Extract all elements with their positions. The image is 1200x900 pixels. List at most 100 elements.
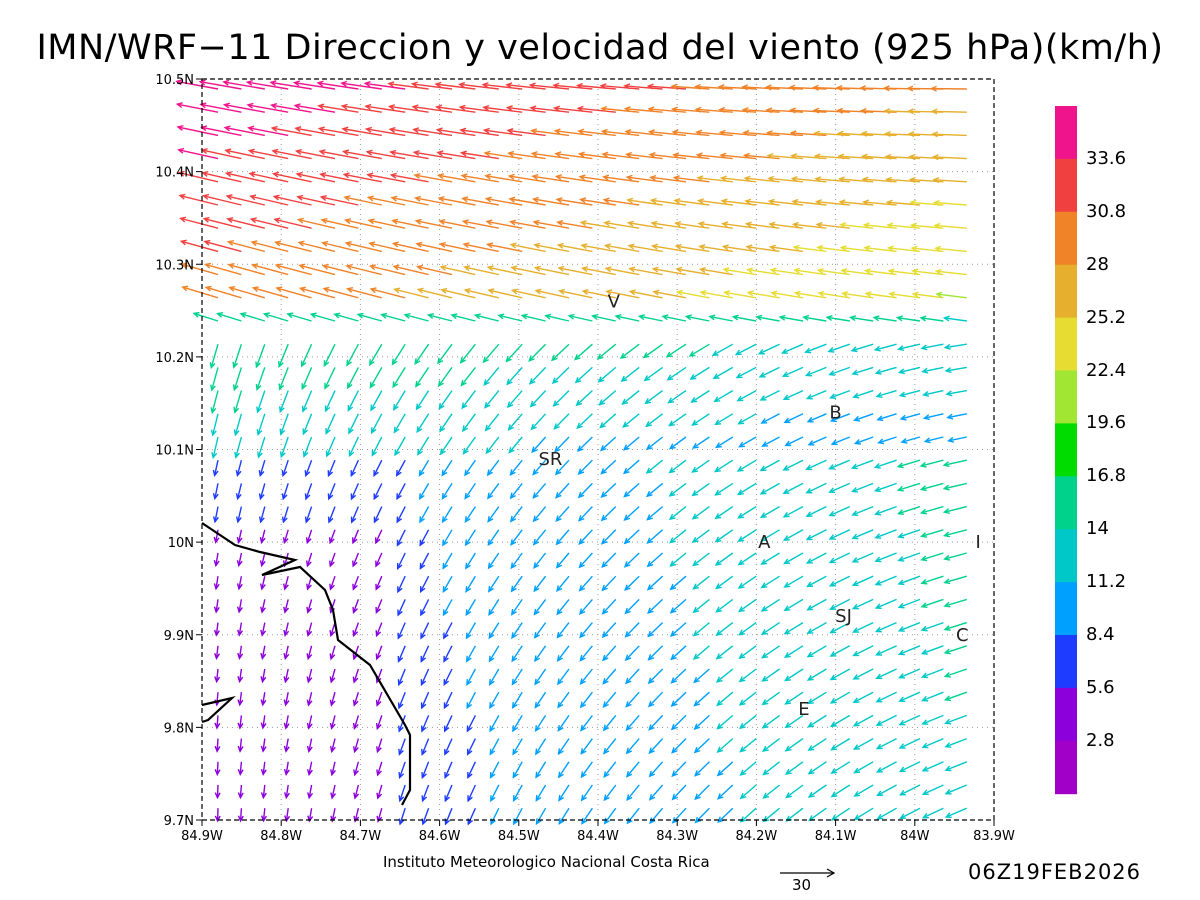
wind-vector <box>324 367 336 390</box>
wind-vector <box>283 715 290 730</box>
wind-vector <box>255 367 266 391</box>
reference-vector-label: 30 <box>792 876 812 894</box>
wind-vector <box>235 460 243 478</box>
wind-vector <box>692 598 710 614</box>
wind-vector <box>180 262 219 276</box>
wind-vector <box>920 575 944 585</box>
wind-vector <box>462 436 476 455</box>
wind-vector <box>930 108 967 115</box>
wind-vector <box>813 153 850 160</box>
wind-vector <box>761 714 781 729</box>
wind-vector <box>531 436 547 454</box>
wind-vector <box>327 483 336 501</box>
wind-vector <box>344 241 382 253</box>
wind-vector <box>760 529 780 542</box>
colorbar-label: 30.8 <box>1086 200 1127 222</box>
wind-vector <box>718 106 757 113</box>
wind-vector <box>328 529 336 545</box>
wind-vector <box>693 738 710 754</box>
wind-vector <box>828 575 851 587</box>
wind-vector <box>942 482 967 491</box>
wind-vector <box>790 153 827 160</box>
wind-vector <box>921 761 944 772</box>
wind-vector <box>551 366 570 385</box>
wind-vector <box>715 598 734 613</box>
wind-vector <box>759 459 780 472</box>
wind-vector <box>875 389 897 398</box>
wind-vector <box>417 436 430 456</box>
wind-vector <box>921 784 944 796</box>
wind-vector <box>557 738 570 756</box>
wind-vector <box>624 622 640 638</box>
x-tick-label: 84.1W <box>815 829 857 844</box>
wind-vector <box>368 241 406 253</box>
wind-vectors <box>175 79 968 826</box>
wind-vector <box>246 102 289 113</box>
wind-vector <box>759 389 780 401</box>
wind-vector <box>236 529 243 544</box>
wind-vector <box>342 172 382 183</box>
wind-vector <box>714 436 734 449</box>
wind-vector <box>651 243 687 253</box>
wind-vector <box>352 599 360 614</box>
wind-vector <box>769 267 804 276</box>
wind-vector <box>222 102 265 113</box>
wind-vector <box>213 552 220 568</box>
wind-vector <box>852 691 874 704</box>
wind-vector <box>718 129 757 137</box>
wind-vector <box>321 263 359 276</box>
wind-vector <box>623 506 640 521</box>
wind-vector <box>669 529 687 544</box>
wind-vector <box>922 389 944 397</box>
wind-vector <box>462 242 499 253</box>
wind-vector <box>283 692 290 707</box>
wind-vector <box>624 575 640 592</box>
wind-vector <box>580 266 616 276</box>
wind-vector <box>302 436 313 458</box>
y-tick-label: 10.2N <box>155 351 194 366</box>
wind-vector <box>214 738 221 753</box>
wind-vector <box>743 175 780 183</box>
wind-vector <box>490 784 500 803</box>
wind-vector <box>829 645 851 657</box>
wind-vector <box>420 715 430 733</box>
wind-vector <box>932 199 967 206</box>
wind-vector <box>807 436 827 446</box>
wind-vector <box>931 154 967 161</box>
colorbar-label: 8.4 <box>1086 624 1115 645</box>
wind-vector <box>511 622 523 640</box>
wind-vector <box>908 153 944 161</box>
wind-vector <box>178 193 219 206</box>
wind-vector <box>333 312 359 322</box>
wind-vector <box>487 482 500 500</box>
wind-vector <box>601 151 640 160</box>
wind-vector <box>260 668 267 684</box>
wind-vector <box>693 83 733 90</box>
place-label-sr: SR <box>539 449 563 470</box>
wind-vector <box>286 312 312 322</box>
wind-vector <box>649 174 687 183</box>
wind-vector <box>532 459 547 476</box>
wind-vector <box>214 668 221 684</box>
wind-vector <box>463 288 499 299</box>
wind-vector <box>601 598 617 615</box>
wind-vector <box>306 761 313 777</box>
wind-vector <box>237 761 244 777</box>
graticule <box>202 79 994 820</box>
wind-vector <box>272 194 312 206</box>
wind-vector <box>863 268 897 276</box>
place-label-i: I <box>976 532 981 553</box>
wind-vector <box>895 315 921 322</box>
wind-vector <box>661 314 687 322</box>
wind-vector <box>716 714 734 730</box>
wind-vector <box>390 195 429 206</box>
wind-vector <box>416 413 430 434</box>
wind-vector <box>260 808 267 823</box>
wind-vector <box>481 82 523 90</box>
wind-vector <box>245 79 289 90</box>
wind-vector <box>579 691 593 709</box>
wind-vector <box>602 197 640 206</box>
wind-vector <box>944 807 968 818</box>
wind-vector <box>486 265 523 276</box>
